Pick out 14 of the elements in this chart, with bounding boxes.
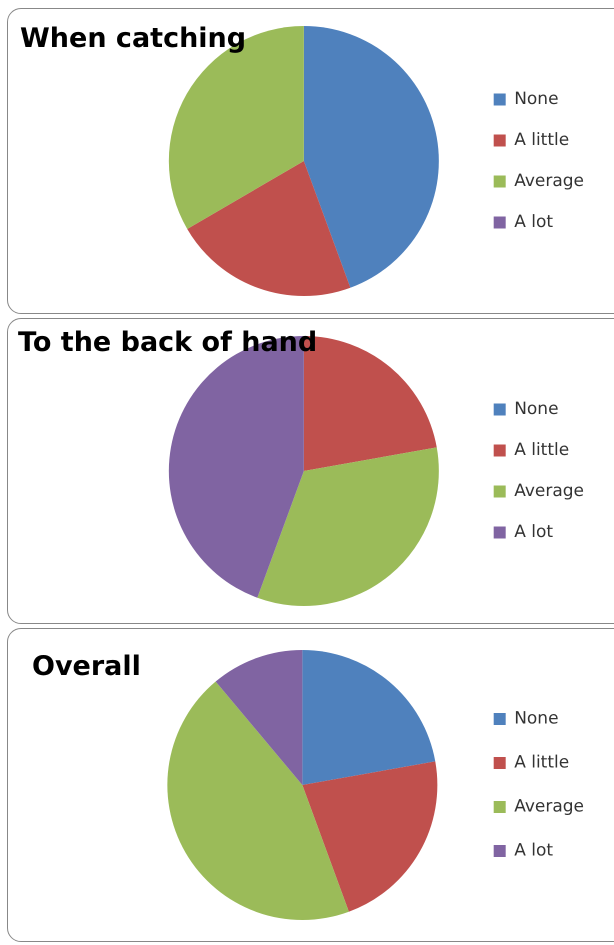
legend-label: A lot <box>514 840 554 860</box>
legend-label: None <box>514 398 559 419</box>
legend-label: Average <box>514 796 584 816</box>
legend-label: A little <box>514 752 570 772</box>
legend-label: None <box>514 88 559 109</box>
legend-label: Average <box>514 480 584 501</box>
legend-label: Average <box>514 170 584 191</box>
legend-label: A little <box>514 440 570 460</box>
chart-title: When catching <box>20 23 246 54</box>
legend-label: None <box>514 708 559 728</box>
legend-label: A lot <box>514 522 554 542</box>
legend-label: A little <box>514 130 570 150</box>
chart-title: Overall <box>32 651 141 682</box>
legend-label: A lot <box>514 212 554 232</box>
